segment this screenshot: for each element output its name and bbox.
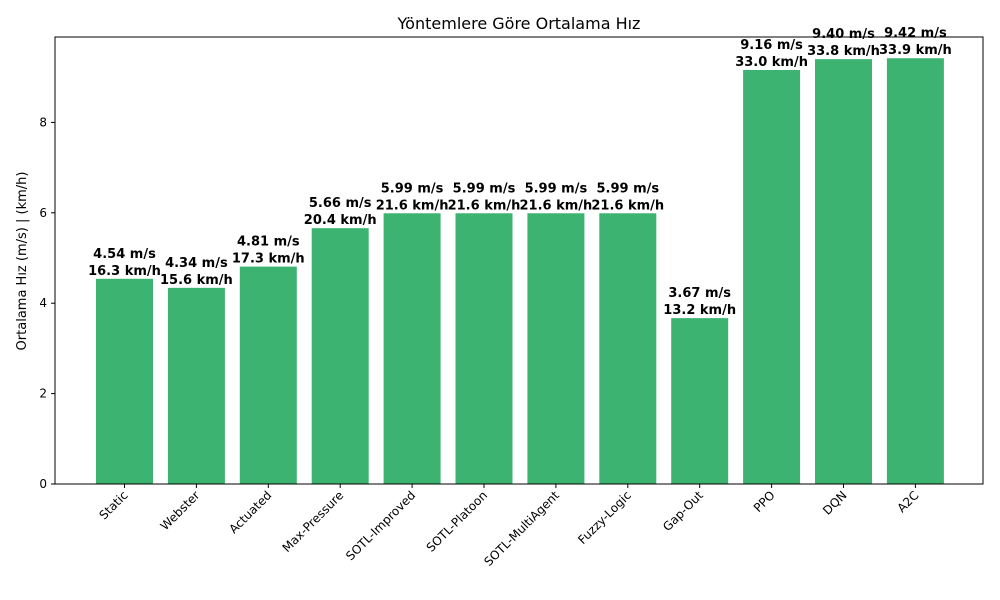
bar-sotl-platoon: [455, 213, 513, 484]
data-label-kmh: 20.4 km/h: [304, 213, 377, 228]
data-label-ms: 5.99 m/s: [525, 181, 588, 196]
x-tick-label: A2C: [894, 488, 921, 515]
y-tick-label: 8: [39, 115, 47, 129]
bar-max-pressure: [311, 228, 369, 484]
data-label-ms: 9.40 m/s: [812, 27, 875, 42]
x-tick-label: SOTL-MultiAgent: [481, 488, 562, 569]
data-label-ms: 5.99 m/s: [596, 181, 659, 196]
data-label-kmh: 33.9 km/h: [879, 43, 952, 58]
x-tick-label: Static: [96, 488, 130, 522]
y-axis: 0 2 4 6 8: [39, 115, 55, 491]
data-label-ms: 5.66 m/s: [309, 196, 372, 211]
data-label-ms: 4.54 m/s: [93, 247, 156, 262]
data-label-ms: 5.99 m/s: [381, 181, 444, 196]
y-axis-label: Ortalama Hız (m/s) | (km/h): [15, 172, 30, 351]
y-tick-label: 4: [39, 296, 47, 310]
data-label-kmh: 13.2 km/h: [663, 303, 736, 318]
bar-sotl-multiagent: [527, 213, 585, 484]
x-tick-label: SOTL-Improved: [343, 488, 418, 563]
data-label-kmh: 16.3 km/h: [88, 264, 161, 279]
bar-webster: [167, 287, 225, 484]
bars-group: [96, 58, 944, 485]
x-tick-label: SOTL-Platoon: [424, 488, 491, 555]
y-tick-label: 2: [39, 387, 47, 401]
bar-a2c: [886, 58, 944, 485]
plot-frame: [54, 36, 984, 485]
data-label-ms: 9.16 m/s: [740, 38, 803, 53]
data-label-kmh: 33.8 km/h: [807, 44, 880, 59]
data-label-ms: 4.81 m/s: [237, 235, 300, 250]
data-label-ms: 4.34 m/s: [165, 256, 228, 271]
data-label-kmh: 15.6 km/h: [160, 273, 233, 288]
y-tick-label: 0: [39, 477, 47, 491]
data-label-kmh: 17.3 km/h: [232, 252, 305, 267]
data-label-ms: 3.67 m/s: [668, 286, 731, 301]
data-label-ms: 5.99 m/s: [453, 181, 516, 196]
x-tick-label: DQN: [820, 488, 849, 517]
x-tick-label: Fuzzy-Logic: [575, 488, 634, 547]
y-tick-label: 6: [39, 206, 47, 220]
data-label-kmh: 21.6 km/h: [591, 198, 664, 213]
x-tick-label: Webster: [158, 488, 203, 533]
bar-fuzzy-logic: [599, 213, 657, 484]
bar-dqn: [815, 59, 872, 485]
bar-ppo: [743, 69, 801, 485]
data-label-kmh: 33.0 km/h: [735, 55, 808, 70]
bar-actuated: [239, 266, 297, 484]
data-label-kmh: 21.6 km/h: [376, 198, 449, 213]
x-tick-label: Gap-Out: [660, 488, 706, 534]
data-label-kmh: 21.6 km/h: [448, 198, 521, 213]
x-tick-label: Max-Pressure: [280, 488, 347, 555]
x-tick-label: PPO: [751, 488, 778, 515]
x-axis: Static Webster Actuated Max-PressureSOTL-Im…: [96, 484, 922, 569]
chart-title: Yöntemlere Göre Ortalama Hız: [397, 14, 641, 33]
bar-static: [96, 278, 153, 484]
data-label-ms: 9.42 m/s: [884, 26, 947, 41]
bar-gap-out: [671, 318, 729, 484]
x-tick-label: Actuated: [226, 488, 274, 536]
bar-sotl-improved: [383, 213, 441, 484]
data-label-kmh: 21.6 km/h: [520, 198, 593, 213]
